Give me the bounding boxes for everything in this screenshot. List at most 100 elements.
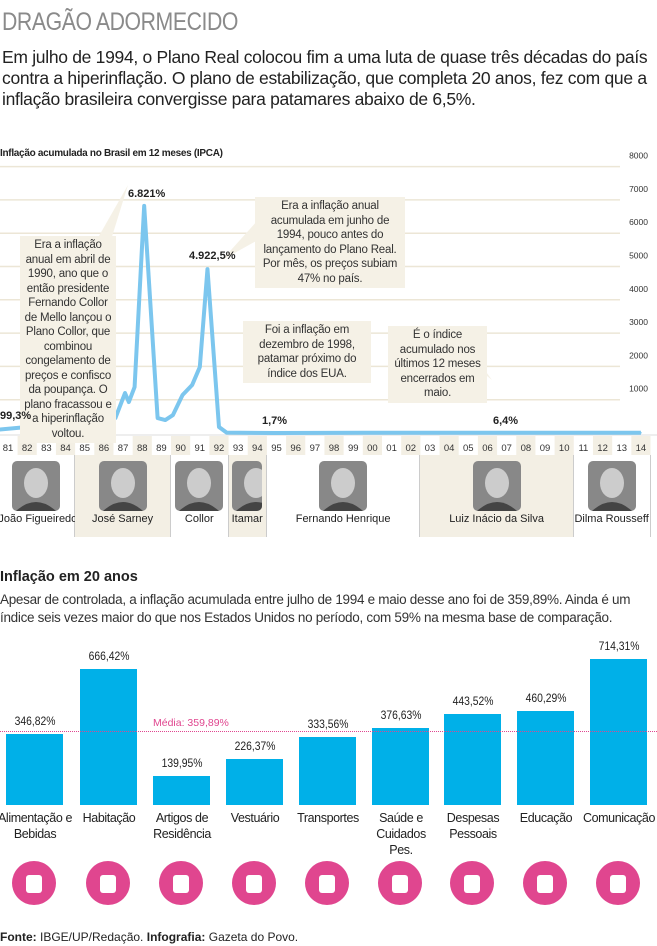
infographic-label: Infografia: — [146, 930, 206, 944]
year-shade — [171, 436, 191, 455]
y-tick-label: 2000 — [629, 350, 648, 360]
x-tick-label: 98 — [329, 443, 340, 454]
x-tick-label: 97 — [310, 443, 321, 454]
data-point — [124, 392, 126, 394]
president-name: João Figueiredo — [0, 513, 78, 525]
data-point — [362, 431, 364, 434]
bar-value-label: 139,95% — [161, 758, 203, 771]
pointer-1990 — [95, 185, 128, 243]
bottles-icon — [12, 861, 56, 905]
mean-label: Média: 359,89% — [153, 717, 229, 729]
year-shade — [592, 436, 613, 455]
category-label: Alimentação e Bebidas — [0, 811, 73, 841]
year-shade — [362, 436, 382, 455]
label-start: 99,3% — [0, 410, 32, 422]
x-tick-label: 01 — [386, 443, 397, 454]
label-peak1: 6.821% — [128, 188, 166, 200]
x-tick-label: 14 — [636, 443, 647, 454]
president-1: José Sarney — [75, 455, 171, 537]
x-tick-label: 81 — [3, 443, 14, 454]
x-tick-label: 96 — [290, 443, 301, 454]
president-photo — [98, 461, 147, 511]
president-name: Fernando Henrique — [295, 513, 391, 525]
data-point — [273, 432, 276, 434]
president-photo — [587, 461, 636, 511]
president-photo — [472, 461, 521, 511]
y-tick-label: 5000 — [629, 251, 648, 261]
x-tick-label: 13 — [616, 443, 627, 454]
bar-value-label: 333,56% — [307, 718, 349, 731]
chair-icon — [159, 861, 203, 905]
infographic: Gazeta do Povo. — [208, 930, 299, 944]
x-tick-label: 03 — [425, 443, 436, 454]
data-point — [553, 431, 556, 434]
source: IBGE/UP/Redação. — [40, 930, 144, 944]
data-point — [206, 268, 209, 270]
x-tick-label: 87 — [118, 443, 129, 454]
president-0: João Figueiredo — [0, 455, 78, 537]
bar-value-label: 443,52% — [452, 696, 494, 709]
x-tick-label: 09 — [540, 443, 551, 454]
annotation-1990: Era a inflação anual em abril de 1990, a… — [20, 236, 116, 443]
data-point — [457, 431, 460, 434]
bar — [153, 776, 210, 805]
y-tick-label: 8000 — [629, 151, 648, 161]
annotation-1998: Foi a inflação em dezembro de 1998, pata… — [243, 321, 371, 383]
year-shade — [439, 436, 459, 455]
x-tick-label: 02 — [405, 443, 416, 454]
year-shade — [132, 436, 152, 455]
label-low: 1,7% — [262, 415, 288, 427]
bar-chart-title: Inflação em 20 anos — [0, 569, 138, 585]
president-name: Luiz Inácio da Silva — [449, 513, 544, 525]
data-point — [218, 426, 220, 428]
y-tick-label: 1000 — [629, 384, 648, 394]
bar — [372, 728, 429, 805]
president-photo — [319, 461, 368, 511]
annotation-1994: Era a inflação anual acumulada em junho … — [255, 197, 405, 288]
bar — [226, 758, 283, 805]
line-chart-title: Inflação acumulada no Brasil em 12 meses… — [0, 148, 223, 159]
category-label: Vestuário — [230, 811, 280, 825]
source-label: Fonte: — [0, 930, 37, 944]
president-photo — [12, 461, 61, 511]
data-point — [191, 384, 193, 386]
x-tick-label: 88 — [137, 443, 148, 454]
footer: Fonte: IBGE/UP/Redação. Infografia: Gaze… — [0, 930, 298, 944]
year-shade — [631, 436, 651, 455]
data-point — [128, 401, 130, 403]
x-tick-label: 10 — [559, 443, 570, 454]
category-label: Despesas Pessoais — [446, 811, 500, 841]
y-tick-label: 3000 — [629, 317, 648, 327]
y-tick-label: 6000 — [629, 217, 648, 227]
bar-value-label: 346,82% — [14, 716, 56, 729]
data-point — [156, 417, 159, 419]
x-tick-label: 04 — [444, 443, 455, 454]
page-title: DRAGÃO ADORMECIDO — [2, 8, 239, 36]
president-name: Dilma Rousseff — [574, 513, 649, 525]
x-tick-label: 91 — [195, 443, 206, 454]
bar-chart-subtitle: Apesar de controlada, a inflação acumula… — [0, 592, 631, 625]
label-end: 6,4% — [493, 415, 519, 427]
year-shade — [324, 436, 344, 455]
mean-line — [0, 731, 657, 733]
data-point — [640, 431, 642, 434]
x-tick-label: 82 — [22, 443, 33, 454]
x-tick-label: 95 — [271, 443, 282, 454]
x-tick-label: 08 — [521, 443, 532, 454]
perfume-icon — [378, 861, 422, 905]
person-icon — [450, 861, 494, 905]
car-icon — [305, 861, 349, 905]
bar-value-label: 460,29% — [525, 692, 567, 705]
category-label: Habitação — [82, 811, 136, 825]
data-point — [143, 205, 145, 207]
category-label: Educação — [519, 811, 573, 825]
tshirt-icon — [232, 861, 276, 905]
year-shade — [286, 436, 306, 455]
label-peak2: 4.922,5% — [189, 250, 236, 262]
x-tick-label: 12 — [597, 443, 608, 454]
category-label: Saúde e Cuidados Pes. — [376, 811, 426, 857]
x-tick-label: 84 — [60, 443, 71, 454]
data-point — [225, 431, 228, 434]
president-photo — [175, 461, 224, 511]
x-tick-label: 00 — [367, 443, 378, 454]
